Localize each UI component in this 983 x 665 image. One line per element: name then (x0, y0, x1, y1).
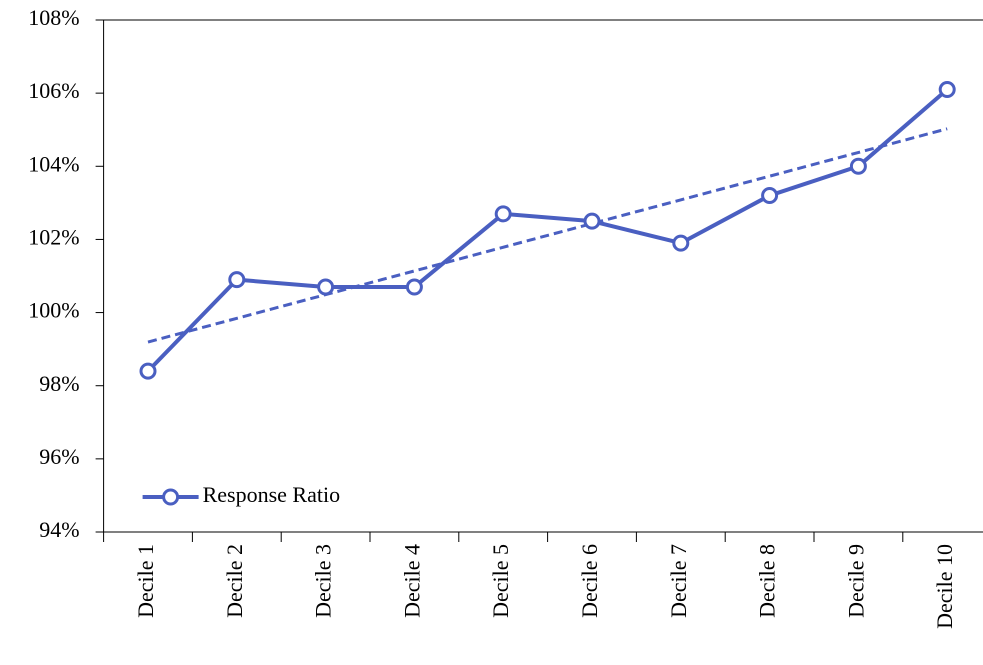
x-tick-label: Decile 7 (666, 544, 691, 618)
x-tick-label: Decile 3 (311, 544, 336, 618)
y-tick-label: 108% (28, 5, 79, 30)
point-marker (672, 234, 690, 252)
y-tick-label: 102% (28, 224, 79, 249)
point-marker (494, 205, 512, 223)
point-marker (228, 271, 246, 289)
point-marker (583, 212, 601, 230)
point-marker (317, 278, 335, 296)
x-tick-label: Decile 2 (222, 544, 247, 618)
legend-marker (162, 488, 180, 506)
point-marker (938, 80, 956, 98)
x-tick-label: Decile 8 (755, 544, 780, 618)
x-tick-label: Decile 10 (932, 544, 957, 629)
y-tick-label: 106% (28, 78, 79, 103)
y-tick-label: 94% (39, 517, 79, 542)
point-marker (139, 362, 157, 380)
y-tick-label: 104% (28, 151, 79, 176)
x-tick-label: Decile 6 (577, 544, 602, 618)
legend-label: Response Ratio (203, 482, 341, 507)
point-marker (761, 187, 779, 205)
y-tick-label: 96% (39, 444, 79, 469)
x-tick-label: Decile 9 (843, 544, 868, 618)
x-tick-label: Decile 4 (399, 544, 424, 618)
trendline (147, 127, 948, 344)
point-marker (849, 157, 867, 175)
y-tick-label: 98% (39, 371, 79, 396)
y-tick-label: 100% (28, 298, 79, 323)
x-tick-label: Decile 5 (488, 544, 513, 618)
x-tick-label: Decile 1 (133, 544, 158, 618)
point-marker (405, 278, 423, 296)
series-line (146, 87, 949, 373)
